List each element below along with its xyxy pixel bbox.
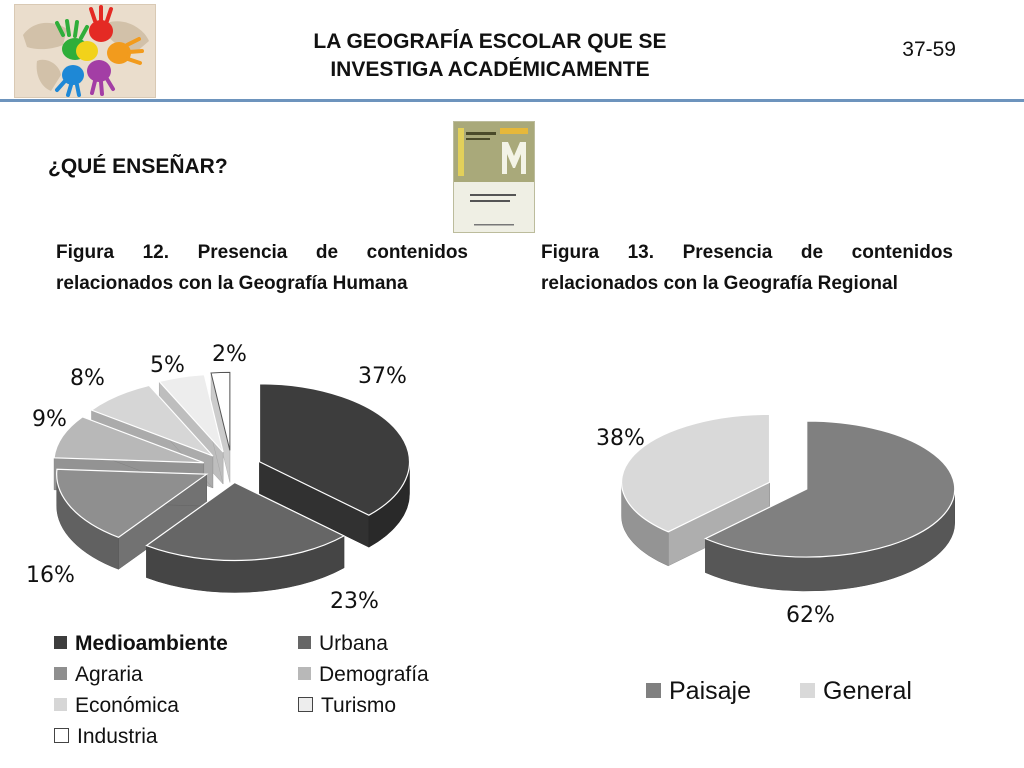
logo-hands-world	[14, 4, 156, 98]
pie-slice-turismo	[158, 374, 224, 453]
legend-swatch-economica	[54, 697, 67, 711]
header-divider	[0, 99, 1024, 102]
pie-slice-paisaje	[703, 420, 956, 558]
book-cover-image	[453, 121, 535, 233]
figure-13-caption: Figura 13. Presencia de contenidos relac…	[541, 242, 953, 294]
pie-slice-agraria	[56, 468, 209, 538]
data-label-demografia: 9%	[32, 407, 67, 432]
data-label-medioambiente: 37%	[358, 364, 407, 389]
pie-slice-general	[620, 413, 771, 533]
legend-item-agraria: Agraria	[54, 663, 143, 687]
pie-slice-economica	[90, 384, 214, 457]
legend-label-paisaje: Paisaje	[669, 677, 751, 705]
legend-label-industria: Industria	[77, 725, 158, 748]
legend-swatch-demografia	[298, 666, 311, 680]
legend-label-general: General	[823, 677, 912, 705]
section-title: ¿QUÉ ENSEÑAR?	[48, 155, 228, 178]
data-label-agraria: 16%	[26, 563, 75, 588]
pie-slice-medioambiente	[258, 383, 411, 516]
page-number: 37-59	[902, 38, 956, 61]
legend-label-agraria: Agraria	[75, 663, 143, 686]
legend-swatch-urbana	[298, 635, 311, 649]
legend-item-demografia: Demografía	[298, 663, 429, 687]
legend-item-urbana: Urbana	[298, 632, 388, 656]
legend-label-demografia: Demografía	[319, 663, 429, 686]
page-title-line-1: LA GEOGRAFÍA ESCOLAR QUE SE	[313, 30, 667, 53]
legend-label-medioambiente: Medioambiente	[75, 632, 228, 655]
legend-item-turismo: Turismo	[298, 694, 396, 718]
pie-slice-industria	[210, 371, 231, 451]
legend-swatch-general	[800, 682, 815, 698]
legend-swatch-paisaje	[646, 682, 661, 698]
legend-label-urbana: Urbana	[319, 632, 388, 655]
data-label-urbana: 23%	[330, 589, 379, 614]
legend-item-economica: Económica	[54, 694, 179, 718]
pie-slice-urbana	[145, 481, 346, 562]
pie-chart-geografia-humana: 37% 23% 16% 9%8% 5% 2%	[26, 342, 411, 614]
data-label-industria: 2%	[212, 342, 247, 367]
data-label-paisaje: 62%	[786, 603, 835, 628]
figure-12-caption: Figura 12. Presencia de contenidos relac…	[56, 242, 468, 294]
data-label-economica: 8%	[70, 366, 105, 391]
legend-item-general: General	[800, 677, 912, 706]
legend-label-economica: Económica	[75, 694, 179, 717]
pie-chart-geografia-regional: 62% 38%	[596, 413, 956, 628]
legend-label-turismo: Turismo	[321, 694, 397, 717]
legend-swatch-turismo	[298, 696, 313, 712]
page-title-line-2: INVESTIGA ACADÉMICAMENTE	[330, 58, 650, 81]
pie-slice-demografia	[53, 416, 204, 464]
data-label-general: 38%	[596, 426, 645, 451]
legend-swatch-agraria	[54, 666, 67, 680]
legend-item-medioambiente: Medioambiente	[54, 632, 228, 656]
legend-item-paisaje: Paisaje	[646, 677, 751, 706]
legend-swatch-medioambiente	[54, 635, 67, 649]
page-title: LA GEOGRAFÍA ESCOLAR QUE SE INVESTIGA AC…	[230, 28, 750, 84]
legend-item-industria: Industria	[54, 725, 158, 749]
legend-swatch-industria	[54, 727, 69, 743]
data-label-turismo: 5%	[150, 353, 185, 378]
